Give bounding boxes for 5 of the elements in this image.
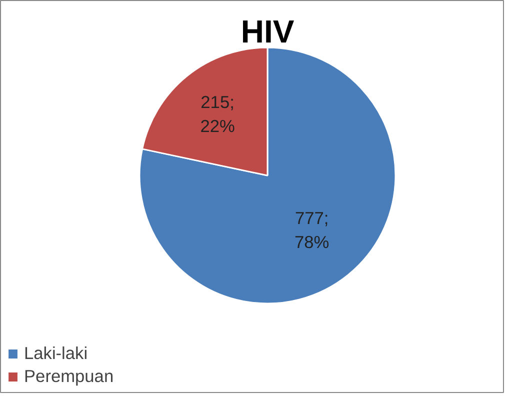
data-label: 777; 78% xyxy=(294,208,330,252)
legend-label: Perempuan xyxy=(24,366,114,387)
data-label: 215; 22% xyxy=(200,92,235,136)
legend-label: Laki-laki xyxy=(24,343,88,364)
chart-title: HIV xyxy=(240,14,295,50)
